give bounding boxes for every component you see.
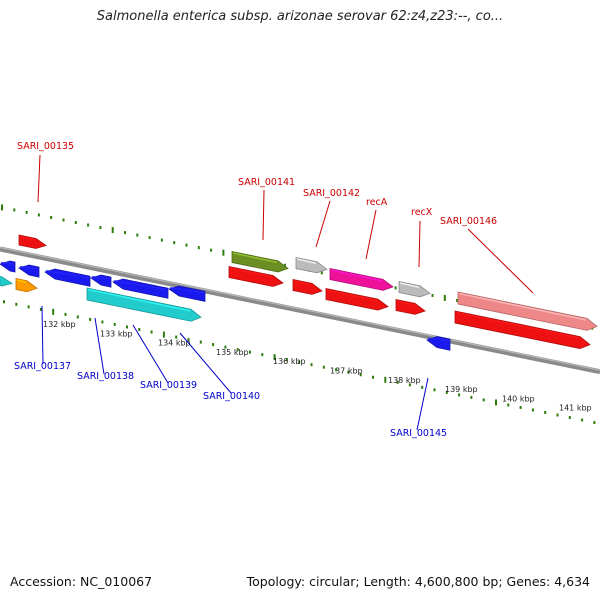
gene-sheen [169, 286, 205, 294]
gene-label-leader [37, 154, 41, 203]
scale-label: 134 kbp [158, 339, 191, 348]
gene-arrow[interactable] [395, 299, 426, 315]
gene-sheen [113, 279, 168, 291]
gene-label-bottom: SARI_00138 [77, 371, 134, 382]
gene-arrow[interactable] [457, 291, 598, 331]
gene-sheen [330, 269, 383, 282]
map-title: Salmonella enterica subsp. arizonae sero… [96, 9, 504, 24]
gene-sheen [293, 280, 312, 286]
gene-label-leader [262, 189, 265, 241]
gene-sheen [0, 261, 15, 265]
gene-label-leader [315, 200, 331, 248]
scale-label: 133 kbp [100, 329, 133, 338]
gene-sheen [16, 279, 27, 283]
gene-label-top: SARI_00135 [17, 141, 74, 152]
gene-label-bottom: SARI_00137 [14, 361, 71, 372]
gene-arrow[interactable] [454, 310, 591, 349]
scale-label: 139 kbp [445, 385, 478, 394]
gene-arrow[interactable] [15, 278, 38, 293]
backbone-line [0, 246, 600, 375]
gene-sheen [87, 288, 191, 312]
gene-label-leader [41, 305, 44, 365]
gene-label-bottom: SARI_00145 [390, 428, 447, 439]
gene-label-top: SARI_00141 [238, 177, 295, 188]
gene-arrow[interactable] [112, 278, 169, 299]
gene-label-bottom: SARI_00140 [203, 391, 260, 402]
gene-sheen [455, 311, 580, 339]
gene-label-top: recX [411, 207, 433, 218]
gene-sheen [229, 267, 273, 278]
scale-label: 141 kbp [559, 404, 592, 413]
gene-label-leader [418, 220, 421, 268]
scale-label: 132 kbp [43, 320, 76, 329]
scale-label: 140 kbp [502, 394, 535, 403]
gene-sheen [91, 275, 111, 280]
gene-sheen [427, 337, 450, 342]
gene-sheen [19, 265, 39, 270]
gene-label-leader [94, 317, 105, 375]
scale-label: 137 kbp [330, 367, 363, 376]
gene-arrow[interactable] [228, 266, 284, 287]
gene-sheen [326, 289, 378, 302]
gene-sheen [45, 269, 90, 279]
gene-arrow[interactable] [292, 279, 323, 295]
gene-arrow[interactable] [44, 268, 91, 287]
gene-label-bottom: SARI_00139 [140, 380, 197, 391]
gene-label-leader [365, 209, 377, 260]
gene-sheen [232, 252, 278, 264]
gene-arrow[interactable] [231, 251, 289, 273]
accession-label: Accession: NC_010067 [10, 574, 153, 589]
scale-label: 135 kbp [216, 348, 249, 357]
gene-arrow[interactable] [0, 276, 13, 287]
gene-label-leader [416, 377, 429, 431]
gene-sheen [19, 235, 36, 241]
gene-sheen [399, 282, 420, 288]
gene-sheen [458, 292, 587, 321]
gene-arrow[interactable] [329, 268, 394, 291]
gene-arrow[interactable] [398, 281, 431, 298]
scale-label: 136 kbp [273, 357, 306, 366]
gene-label-leader [467, 228, 534, 294]
gene-label-top: SARI_00142 [303, 188, 360, 199]
gene-arrow[interactable] [325, 288, 389, 311]
gene-arrow[interactable] [295, 257, 328, 274]
gene-label-top: SARI_00146 [440, 216, 497, 227]
gene-label-top: recA [366, 197, 388, 208]
gene-sheen [396, 300, 415, 306]
gene-label-leader [132, 324, 169, 384]
gene-arrow[interactable] [86, 287, 202, 322]
gene-arrow[interactable] [168, 285, 206, 302]
genome-summary: Topology: circular; Length: 4,600,800 bp… [246, 574, 590, 589]
gene-label-leader [179, 332, 232, 394]
gene-sheen [296, 258, 317, 264]
scale-label: 138 kbp [388, 376, 421, 385]
backbone-highlight [0, 246, 600, 371]
